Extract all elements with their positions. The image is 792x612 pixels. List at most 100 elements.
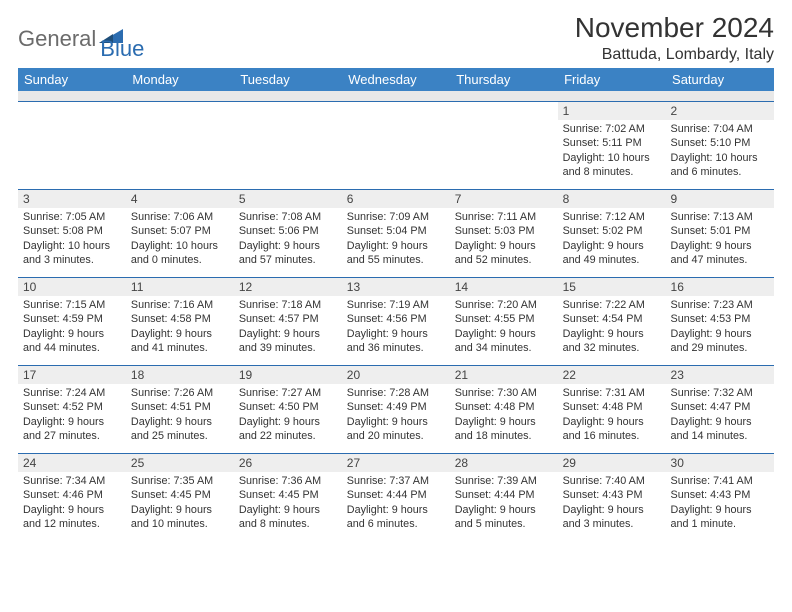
day-number: 30: [666, 454, 774, 472]
day-details: Sunrise: 7:34 AMSunset: 4:46 PMDaylight:…: [18, 472, 126, 536]
calendar-day-cell: 8Sunrise: 7:12 AMSunset: 5:02 PMDaylight…: [558, 189, 666, 277]
calendar-day-cell: 15Sunrise: 7:22 AMSunset: 4:54 PMDayligh…: [558, 277, 666, 365]
day-details: Sunrise: 7:32 AMSunset: 4:47 PMDaylight:…: [666, 384, 774, 448]
day-details: Sunrise: 7:19 AMSunset: 4:56 PMDaylight:…: [342, 296, 450, 360]
day-details: Sunrise: 7:06 AMSunset: 5:07 PMDaylight:…: [126, 208, 234, 272]
day-details: Sunrise: 7:36 AMSunset: 4:45 PMDaylight:…: [234, 472, 342, 536]
day-number: 13: [342, 278, 450, 296]
calendar-day-cell: 2Sunrise: 7:04 AMSunset: 5:10 PMDaylight…: [666, 101, 774, 189]
day-number: 2: [666, 102, 774, 120]
calendar-day-cell: 6Sunrise: 7:09 AMSunset: 5:04 PMDaylight…: [342, 189, 450, 277]
calendar-day-cell: 16Sunrise: 7:23 AMSunset: 4:53 PMDayligh…: [666, 277, 774, 365]
day-details: Sunrise: 7:09 AMSunset: 5:04 PMDaylight:…: [342, 208, 450, 272]
calendar-day-cell: 30Sunrise: 7:41 AMSunset: 4:43 PMDayligh…: [666, 453, 774, 541]
day-details: Sunrise: 7:26 AMSunset: 4:51 PMDaylight:…: [126, 384, 234, 448]
day-details: Sunrise: 7:02 AMSunset: 5:11 PMDaylight:…: [558, 120, 666, 184]
logo-text-blue: Blue: [100, 36, 144, 62]
calendar-day-cell: 14Sunrise: 7:20 AMSunset: 4:55 PMDayligh…: [450, 277, 558, 365]
weekday-header-row: Sunday Monday Tuesday Wednesday Thursday…: [18, 68, 774, 91]
calendar-week-row: 3Sunrise: 7:05 AMSunset: 5:08 PMDaylight…: [18, 189, 774, 277]
day-number: 22: [558, 366, 666, 384]
day-number: 10: [18, 278, 126, 296]
calendar-day-cell: ..: [126, 101, 234, 189]
title-block: November 2024 Battuda, Lombardy, Italy: [575, 12, 774, 64]
location-subtitle: Battuda, Lombardy, Italy: [575, 46, 774, 64]
calendar-day-cell: 12Sunrise: 7:18 AMSunset: 4:57 PMDayligh…: [234, 277, 342, 365]
day-number: 3: [18, 190, 126, 208]
calendar-body: ..........1Sunrise: 7:02 AMSunset: 5:11 …: [18, 101, 774, 541]
day-number: 17: [18, 366, 126, 384]
calendar-day-cell: 3Sunrise: 7:05 AMSunset: 5:08 PMDaylight…: [18, 189, 126, 277]
day-details: Sunrise: 7:30 AMSunset: 4:48 PMDaylight:…: [450, 384, 558, 448]
calendar-day-cell: ..: [342, 101, 450, 189]
day-number: 4: [126, 190, 234, 208]
day-details: Sunrise: 7:27 AMSunset: 4:50 PMDaylight:…: [234, 384, 342, 448]
day-details: Sunrise: 7:39 AMSunset: 4:44 PMDaylight:…: [450, 472, 558, 536]
calendar-day-cell: 22Sunrise: 7:31 AMSunset: 4:48 PMDayligh…: [558, 365, 666, 453]
day-number: 5: [234, 190, 342, 208]
day-number: 12: [234, 278, 342, 296]
day-number: 9: [666, 190, 774, 208]
header: General Blue November 2024 Battuda, Lomb…: [18, 12, 774, 64]
day-details: Sunrise: 7:24 AMSunset: 4:52 PMDaylight:…: [18, 384, 126, 448]
weekday-header: Sunday: [18, 68, 126, 91]
calendar-day-cell: 23Sunrise: 7:32 AMSunset: 4:47 PMDayligh…: [666, 365, 774, 453]
calendar-day-cell: ..: [18, 101, 126, 189]
day-details: Sunrise: 7:08 AMSunset: 5:06 PMDaylight:…: [234, 208, 342, 272]
day-number: 18: [126, 366, 234, 384]
weekday-header: Thursday: [450, 68, 558, 91]
day-details: Sunrise: 7:37 AMSunset: 4:44 PMDaylight:…: [342, 472, 450, 536]
day-details: Sunrise: 7:04 AMSunset: 5:10 PMDaylight:…: [666, 120, 774, 184]
day-details: Sunrise: 7:15 AMSunset: 4:59 PMDaylight:…: [18, 296, 126, 360]
calendar-day-cell: 21Sunrise: 7:30 AMSunset: 4:48 PMDayligh…: [450, 365, 558, 453]
calendar-day-cell: 24Sunrise: 7:34 AMSunset: 4:46 PMDayligh…: [18, 453, 126, 541]
day-number: 11: [126, 278, 234, 296]
day-details: Sunrise: 7:16 AMSunset: 4:58 PMDaylight:…: [126, 296, 234, 360]
calendar-week-row: 17Sunrise: 7:24 AMSunset: 4:52 PMDayligh…: [18, 365, 774, 453]
day-details: Sunrise: 7:18 AMSunset: 4:57 PMDaylight:…: [234, 296, 342, 360]
calendar-day-cell: 29Sunrise: 7:40 AMSunset: 4:43 PMDayligh…: [558, 453, 666, 541]
calendar-day-cell: 28Sunrise: 7:39 AMSunset: 4:44 PMDayligh…: [450, 453, 558, 541]
day-details: Sunrise: 7:35 AMSunset: 4:45 PMDaylight:…: [126, 472, 234, 536]
calendar-day-cell: 20Sunrise: 7:28 AMSunset: 4:49 PMDayligh…: [342, 365, 450, 453]
day-details: Sunrise: 7:23 AMSunset: 4:53 PMDaylight:…: [666, 296, 774, 360]
day-number: 15: [558, 278, 666, 296]
day-number: 6: [342, 190, 450, 208]
calendar-week-row: 24Sunrise: 7:34 AMSunset: 4:46 PMDayligh…: [18, 453, 774, 541]
day-number: 20: [342, 366, 450, 384]
day-number: 28: [450, 454, 558, 472]
calendar-week-row: ..........1Sunrise: 7:02 AMSunset: 5:11 …: [18, 101, 774, 189]
calendar-day-cell: ..: [234, 101, 342, 189]
day-number: 21: [450, 366, 558, 384]
day-number: 26: [234, 454, 342, 472]
calendar-day-cell: 18Sunrise: 7:26 AMSunset: 4:51 PMDayligh…: [126, 365, 234, 453]
day-number: 8: [558, 190, 666, 208]
calendar-day-cell: 27Sunrise: 7:37 AMSunset: 4:44 PMDayligh…: [342, 453, 450, 541]
day-number: 23: [666, 366, 774, 384]
day-details: Sunrise: 7:31 AMSunset: 4:48 PMDaylight:…: [558, 384, 666, 448]
calendar-day-cell: 13Sunrise: 7:19 AMSunset: 4:56 PMDayligh…: [342, 277, 450, 365]
month-title: November 2024: [575, 12, 774, 44]
calendar-table: Sunday Monday Tuesday Wednesday Thursday…: [18, 68, 774, 541]
day-details: Sunrise: 7:11 AMSunset: 5:03 PMDaylight:…: [450, 208, 558, 272]
calendar-day-cell: 1Sunrise: 7:02 AMSunset: 5:11 PMDaylight…: [558, 101, 666, 189]
calendar-day-cell: 5Sunrise: 7:08 AMSunset: 5:06 PMDaylight…: [234, 189, 342, 277]
calendar-day-cell: 17Sunrise: 7:24 AMSunset: 4:52 PMDayligh…: [18, 365, 126, 453]
weekday-header: Tuesday: [234, 68, 342, 91]
spacer-row: [18, 91, 774, 101]
weekday-header: Saturday: [666, 68, 774, 91]
day-number: 27: [342, 454, 450, 472]
calendar-day-cell: 25Sunrise: 7:35 AMSunset: 4:45 PMDayligh…: [126, 453, 234, 541]
calendar-day-cell: 10Sunrise: 7:15 AMSunset: 4:59 PMDayligh…: [18, 277, 126, 365]
weekday-header: Monday: [126, 68, 234, 91]
calendar-day-cell: 9Sunrise: 7:13 AMSunset: 5:01 PMDaylight…: [666, 189, 774, 277]
day-details: Sunrise: 7:05 AMSunset: 5:08 PMDaylight:…: [18, 208, 126, 272]
weekday-header: Wednesday: [342, 68, 450, 91]
day-number: 7: [450, 190, 558, 208]
day-details: Sunrise: 7:12 AMSunset: 5:02 PMDaylight:…: [558, 208, 666, 272]
logo: General Blue: [18, 12, 144, 62]
day-details: Sunrise: 7:41 AMSunset: 4:43 PMDaylight:…: [666, 472, 774, 536]
weekday-header: Friday: [558, 68, 666, 91]
day-number: 25: [126, 454, 234, 472]
calendar-day-cell: ..: [450, 101, 558, 189]
